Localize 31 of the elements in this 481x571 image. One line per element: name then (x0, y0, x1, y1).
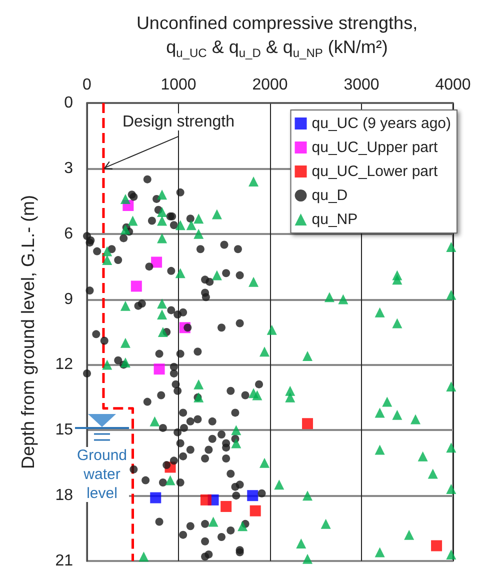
annotation: Design strength (122, 113, 234, 130)
point (302, 418, 314, 430)
x-tick-label: 1000 (160, 76, 196, 94)
y-tick-label: 18 (55, 487, 74, 504)
point (247, 490, 258, 502)
legend-label: qu_UC (9 years ago) (312, 115, 452, 132)
legend-label: qu_UC_Upper part (312, 139, 438, 156)
point (220, 500, 232, 512)
y-tick-label: 9 (64, 290, 74, 308)
point (431, 540, 442, 552)
point (151, 256, 162, 268)
point (154, 364, 165, 375)
x-tick-label: 4000 (435, 76, 471, 94)
y-tick-label: 12 (55, 356, 74, 374)
point (250, 505, 261, 516)
x-tick-label: 2000 (252, 76, 288, 94)
y-tick-label: 3 (64, 160, 74, 177)
y-tick-label: 6 (64, 225, 74, 242)
point (200, 494, 212, 506)
annotation: Ground water level (76, 447, 128, 502)
y-tick-label: 0 (64, 94, 74, 112)
legend-label: qu_UC_Lower part (312, 163, 438, 180)
point (150, 492, 162, 504)
point (130, 280, 142, 292)
x-tick-label: 0 (82, 76, 92, 94)
y-tick-label: 21 (55, 552, 74, 570)
legend-label: qu_NP (312, 211, 358, 228)
x-tick-label: 3000 (344, 76, 380, 94)
y-axis-title: Depth from ground level, G.L.- (m) (18, 194, 38, 470)
legend-label: qu_D (312, 187, 348, 204)
y-tick-label: 15 (55, 422, 74, 439)
